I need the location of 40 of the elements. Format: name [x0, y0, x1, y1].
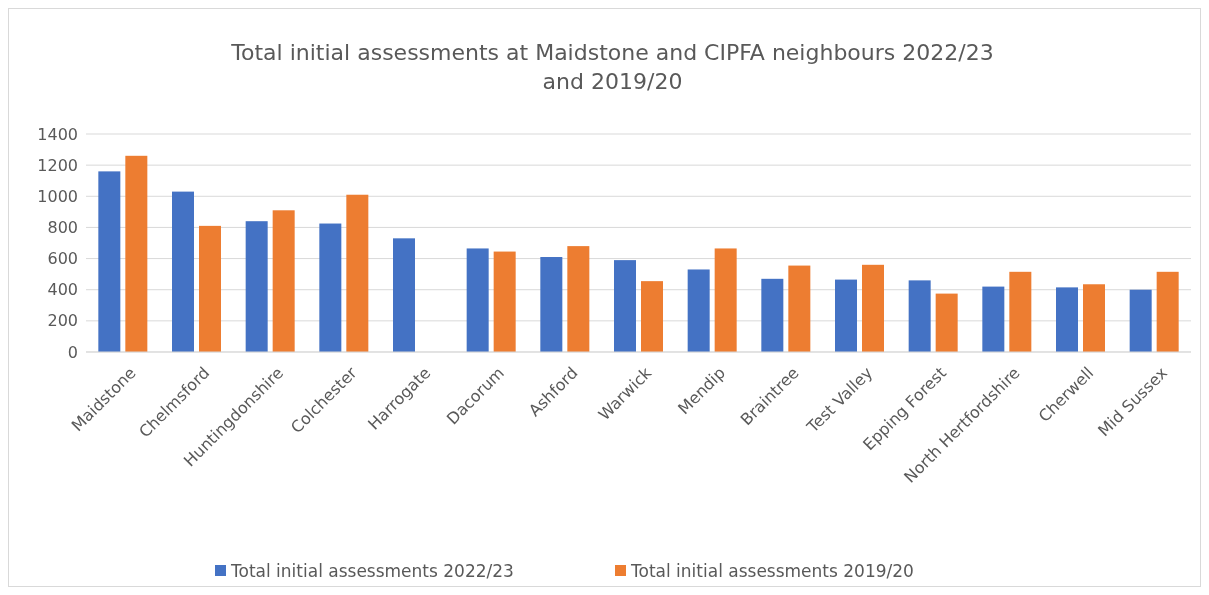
- bar: [641, 281, 663, 352]
- bar: [125, 155, 148, 352]
- bar: [1129, 289, 1152, 352]
- bar: [761, 278, 784, 352]
- y-tick-label: 400: [47, 280, 78, 300]
- bar: [346, 194, 369, 352]
- bar: [1156, 271, 1179, 352]
- y-tick-label: 200: [47, 311, 78, 331]
- y-tick-label: 1000: [37, 186, 78, 206]
- bar: [319, 223, 342, 352]
- bar: [1009, 271, 1032, 352]
- y-tick-label: 600: [47, 249, 78, 269]
- legend-label: Total initial assessments 2022/23: [230, 560, 514, 581]
- bar: [908, 280, 931, 352]
- bar: [614, 260, 636, 352]
- bar: [835, 279, 857, 352]
- bar: [687, 269, 710, 352]
- bar: [245, 221, 268, 352]
- bar: [272, 210, 295, 352]
- bar: [567, 246, 590, 352]
- bar: [982, 286, 1005, 352]
- bar: [862, 264, 884, 352]
- bar: [540, 257, 563, 352]
- bar: [1083, 284, 1105, 352]
- y-tick-label: 1200: [37, 155, 78, 175]
- bar: [98, 171, 121, 352]
- legend-label: Total initial assessments 2019/20: [630, 560, 914, 581]
- bar: [788, 265, 811, 352]
- bar: [172, 191, 194, 352]
- y-tick-label: 1400: [37, 124, 78, 144]
- chart-title: Total initial assessments at Maidstone and CIPFA neighbours 2022/23 and 2019/20: [230, 40, 994, 94]
- bar: [935, 293, 958, 352]
- bar: [1056, 287, 1078, 352]
- y-tick-label: 0: [67, 342, 78, 362]
- bar: [199, 225, 221, 352]
- bar: [393, 238, 415, 352]
- y-tick-label: 800: [47, 218, 78, 238]
- bar: [493, 251, 516, 352]
- bar: [714, 248, 737, 352]
- bar: [466, 248, 489, 352]
